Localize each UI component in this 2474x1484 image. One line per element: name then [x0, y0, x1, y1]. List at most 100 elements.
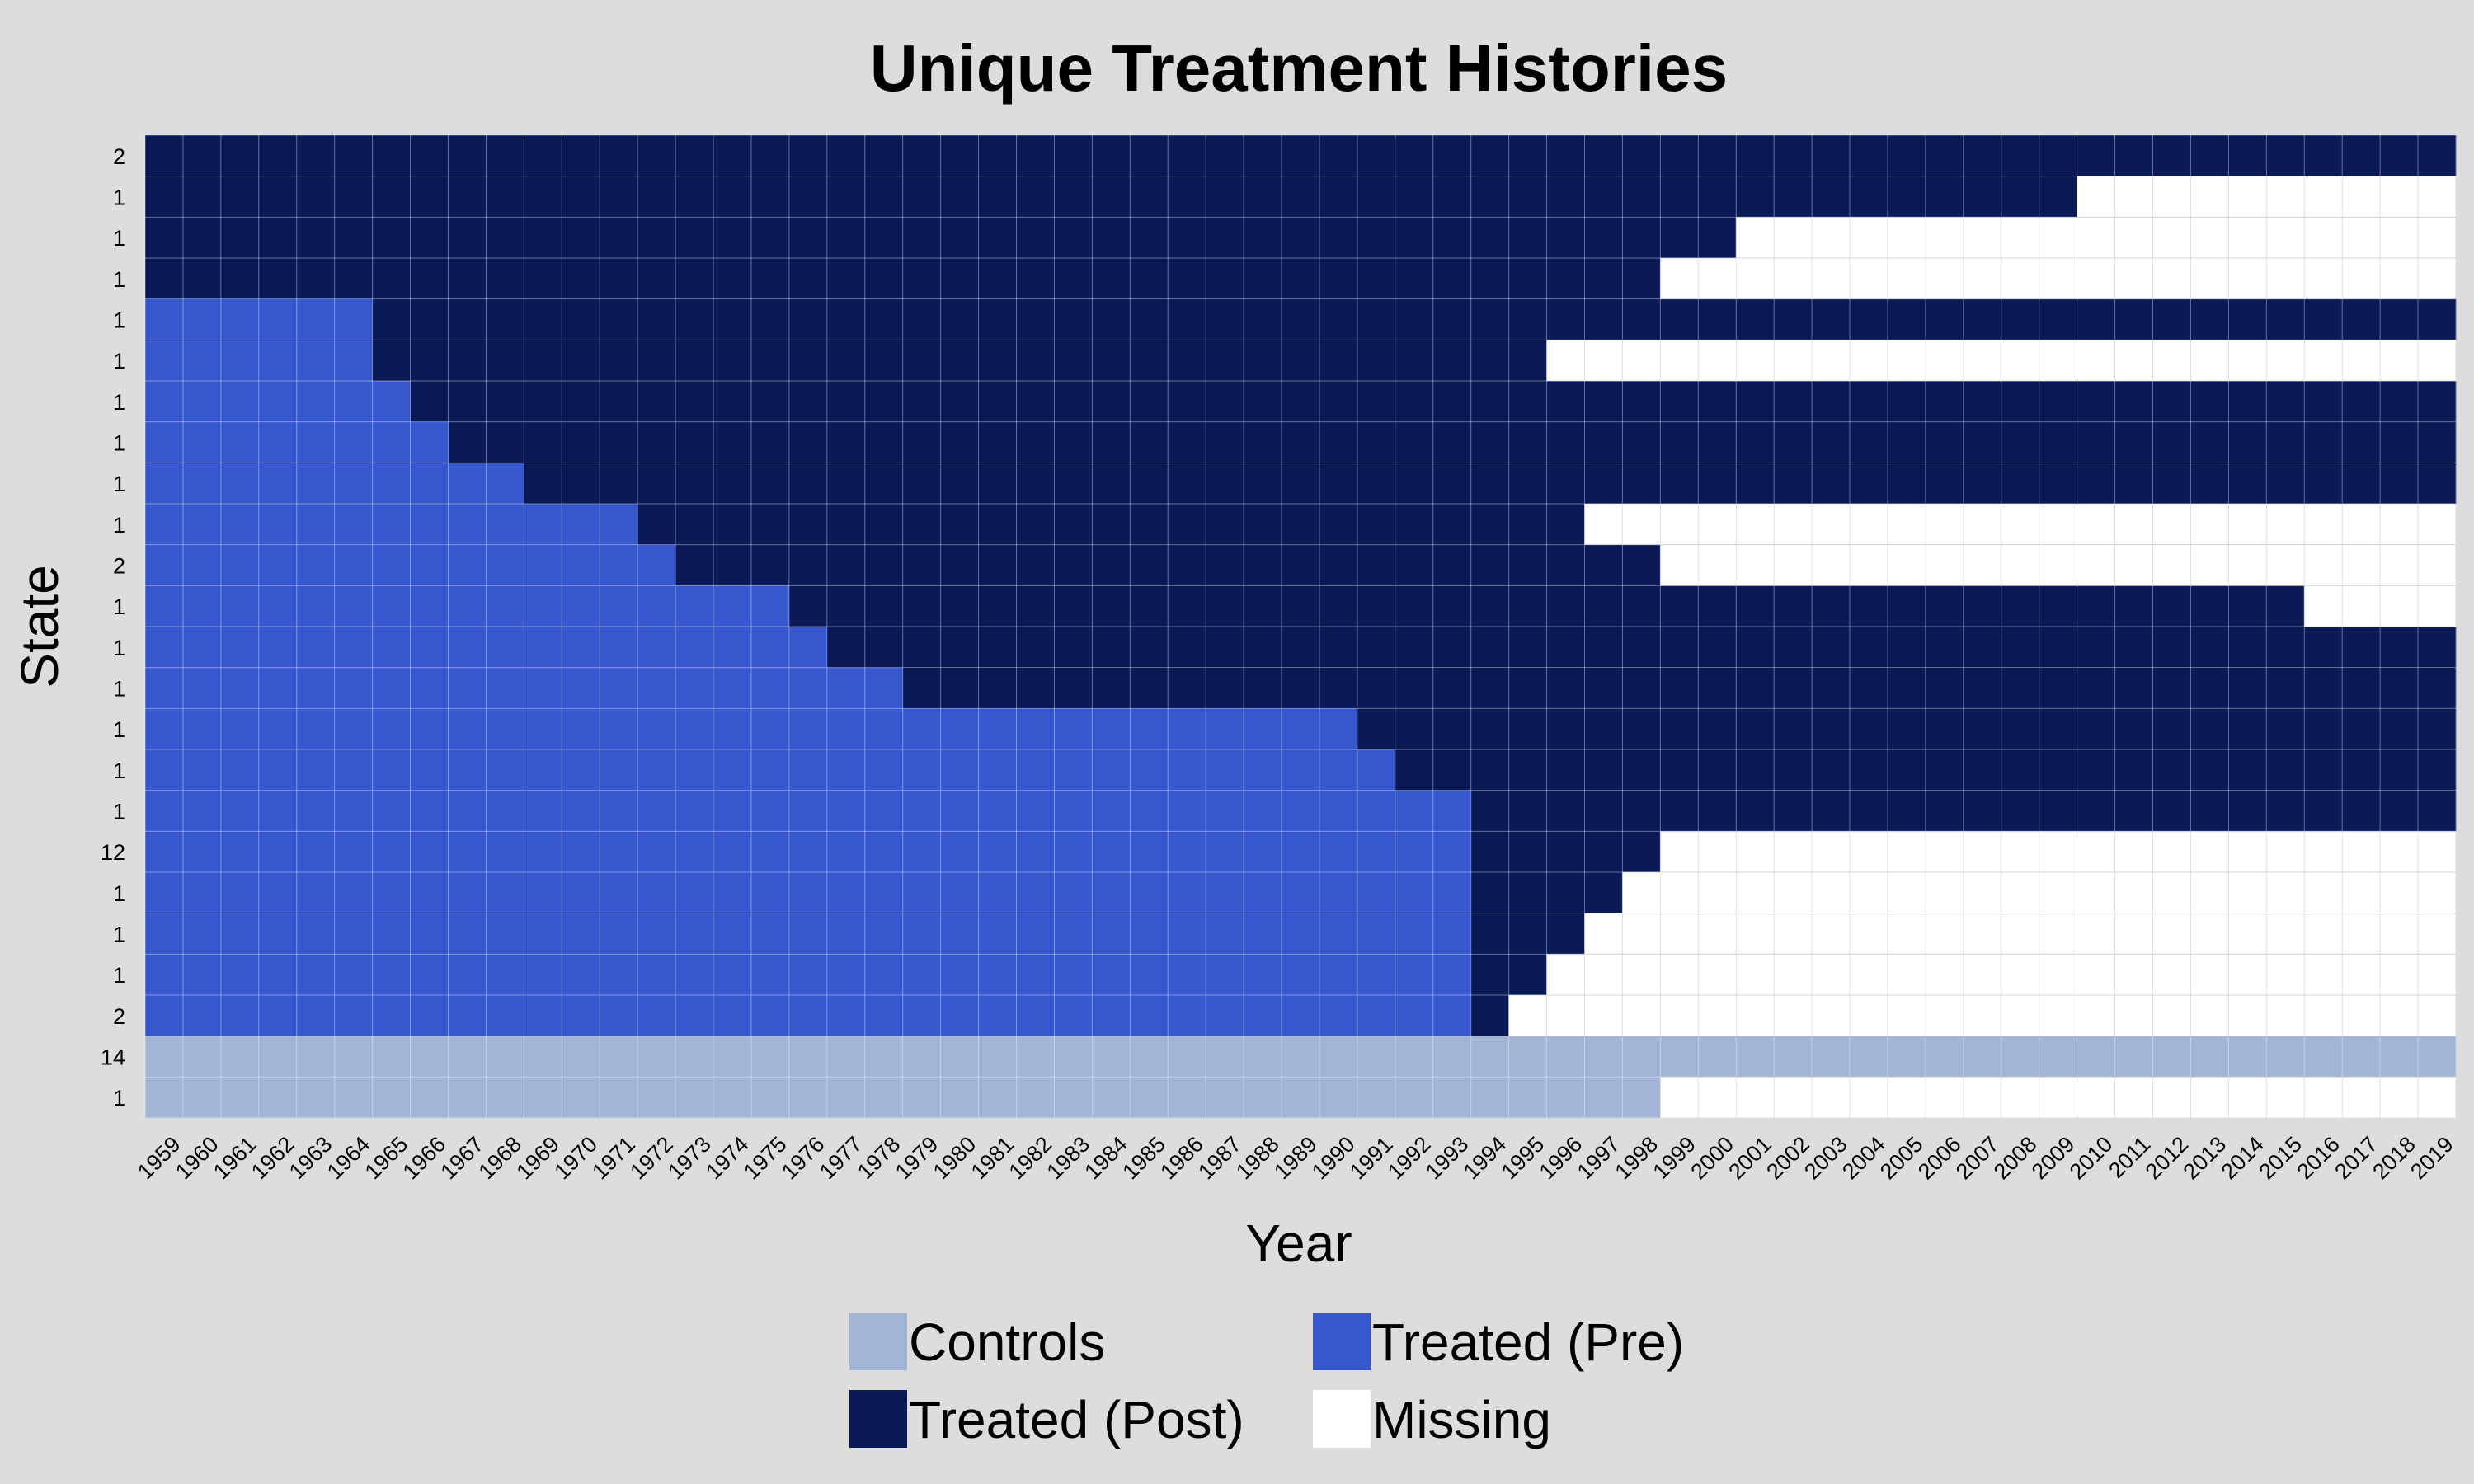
heatmap-cell-row6-seg1: [410, 381, 2457, 423]
heatmap-cell-row6-seg0: [145, 381, 412, 423]
x-tick-label: 1989: [1269, 1132, 1322, 1185]
heatmap-cell-row20-seg0: [145, 954, 1472, 996]
heatmap-cell-row12-seg1: [826, 627, 2457, 669]
legend-swatch: [849, 1390, 907, 1448]
x-tick-label: 2018: [2368, 1132, 2420, 1185]
y-tick-label: 2: [113, 144, 125, 169]
heatmap-cell-row19-seg1: [1470, 913, 1585, 955]
heatmap-cell-row3-seg1: [1660, 258, 2457, 300]
heatmap-cell-row15-seg1: [1395, 749, 2457, 791]
legend-label: Treated (Post): [909, 1390, 1244, 1449]
x-tick-label: 1991: [1345, 1132, 1398, 1185]
x-tick-label: 1979: [891, 1132, 943, 1185]
heatmap-cell-row17-seg0: [145, 831, 1472, 873]
y-tick-label: 1: [113, 267, 125, 292]
heatmap-cell-row10-seg2: [1660, 544, 2457, 586]
x-tick-label: 1973: [663, 1132, 716, 1185]
y-tick-label: 1: [113, 308, 125, 333]
y-tick-label: 1: [113, 717, 125, 742]
y-tick-label: 1: [113, 636, 125, 660]
x-tick-label: 1974: [701, 1132, 754, 1185]
heatmap-cell-row14-seg1: [1357, 708, 2457, 750]
x-tick-label: 1962: [247, 1132, 299, 1185]
x-tick-label: 1996: [1535, 1132, 1587, 1185]
heatmap-cell-row17-seg1: [1470, 831, 1661, 873]
heatmap-cell-row20-seg1: [1470, 954, 1548, 996]
heatmap-cell-row0-seg0: [145, 135, 2457, 177]
heatmap-cell-row18-seg1: [1470, 872, 1623, 914]
x-tick-label: 1971: [587, 1132, 640, 1185]
x-tick-label: 1975: [739, 1132, 792, 1185]
x-tick-label: 2013: [2179, 1132, 2232, 1185]
x-tick-label: 1993: [1421, 1132, 1474, 1185]
x-tick-label: 1968: [474, 1132, 527, 1185]
y-tick-label: 1: [113, 758, 125, 783]
x-tick-labels: 1959196019611962196319641965196619671968…: [133, 1132, 2458, 1185]
legend-label: Treated (Pre): [1372, 1313, 1684, 1372]
y-tick-label: 1: [113, 800, 125, 824]
heatmap-cell-row23-seg1: [1660, 1077, 2457, 1119]
x-tick-label: 2000: [1686, 1132, 1738, 1185]
y-tick-label: 12: [101, 840, 125, 865]
y-tick-label: 1: [113, 226, 125, 251]
x-tick-label: 1985: [1117, 1132, 1170, 1185]
heatmap-cell-row8-seg0: [145, 463, 524, 505]
heatmap-cell-row11-seg0: [145, 585, 790, 627]
x-tick-label: 2002: [1761, 1132, 1814, 1185]
x-tick-label: 1978: [853, 1132, 905, 1185]
x-tick-label: 1998: [1611, 1132, 1663, 1185]
heatmap-cell-row4-seg0: [145, 298, 374, 340]
x-tick-label: 1986: [1155, 1132, 1208, 1185]
x-tick-label: 1959: [133, 1132, 186, 1185]
y-tick-label: 1: [113, 349, 125, 373]
y-tick-label: 1: [113, 1086, 125, 1111]
grid-lines: [144, 134, 2457, 1119]
y-tick-label: 1: [113, 390, 125, 415]
heatmap-cell-row13-seg0: [145, 667, 904, 709]
heatmap-cell-row9-seg1: [637, 504, 1586, 546]
x-tick-label: 2016: [2292, 1132, 2345, 1185]
x-tick-label: 1982: [1004, 1132, 1057, 1185]
x-tick-label: 1981: [967, 1132, 1019, 1185]
x-tick-label: 1987: [1193, 1132, 1246, 1185]
y-tick-label: 1: [113, 472, 125, 496]
heatmap-cell-row10-seg0: [145, 544, 676, 586]
x-tick-label: 1960: [171, 1132, 223, 1185]
heatmap-cell-row19-seg2: [1584, 913, 2457, 955]
x-axis-title: Year: [1245, 1214, 1352, 1273]
x-tick-label: 1990: [1307, 1132, 1360, 1185]
x-tick-label: 2003: [1799, 1132, 1852, 1185]
y-tick-label: 1: [113, 881, 125, 906]
legend-swatch: [1313, 1313, 1371, 1370]
x-tick-label: 2007: [1951, 1132, 2004, 1185]
heatmap-cell-row11-seg1: [788, 585, 2305, 627]
x-tick-label: 1964: [322, 1132, 375, 1185]
heatmap-cell-row21-seg1: [1470, 995, 1510, 1037]
legend-item: Controls: [849, 1313, 1105, 1372]
y-tick-label: 14: [101, 1045, 125, 1070]
legend: Controls Treated (Pre) Treated (Post) Missi…: [849, 1313, 1684, 1449]
x-tick-label: 2005: [1875, 1132, 1928, 1185]
heatmap-cell-row7-seg1: [448, 421, 2457, 463]
y-tick-label: 1: [113, 513, 125, 538]
x-tick-label: 1970: [549, 1132, 602, 1185]
x-tick-label: 2017: [2330, 1132, 2382, 1185]
heatmap-cell-row9-seg2: [1584, 504, 2457, 546]
heatmap-cell-row21-seg2: [1508, 995, 2457, 1037]
y-tick-label: 2: [113, 554, 125, 579]
heatmap-cell-row12-seg0: [145, 627, 828, 669]
x-tick-label: 1963: [285, 1132, 337, 1185]
y-tick-label: 1: [113, 431, 125, 456]
y-tick-label: 1: [113, 677, 125, 702]
x-tick-label: 1994: [1459, 1132, 1512, 1185]
x-tick-label: 2009: [2027, 1132, 2080, 1185]
heatmap-cell-row16-seg0: [145, 790, 1472, 832]
x-tick-label: 2001: [1724, 1132, 1776, 1185]
x-tick-label: 1961: [209, 1132, 261, 1185]
heatmap-cell-row13-seg1: [902, 667, 2457, 709]
heatmap-cell-row2-seg1: [1736, 217, 2457, 259]
x-tick-label: 2014: [2216, 1132, 2269, 1185]
